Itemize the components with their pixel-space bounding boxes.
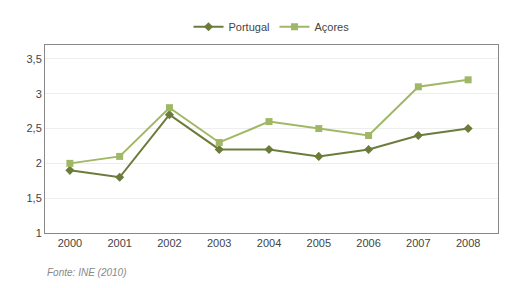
svg-text:2007: 2007 <box>406 237 430 249</box>
svg-text:2,5: 2,5 <box>27 122 42 134</box>
svg-text:Portugal: Portugal <box>229 21 270 33</box>
svg-text:Fonte: INE (2010): Fonte: INE (2010) <box>47 267 126 278</box>
svg-text:2001: 2001 <box>107 237 131 249</box>
svg-text:2008: 2008 <box>456 237 480 249</box>
svg-text:Açores: Açores <box>314 21 349 33</box>
svg-text:2004: 2004 <box>257 237 281 249</box>
svg-text:2: 2 <box>36 157 42 169</box>
svg-text:3,5: 3,5 <box>27 53 42 65</box>
svg-text:3: 3 <box>36 88 42 100</box>
svg-text:1,5: 1,5 <box>27 192 42 204</box>
svg-text:1: 1 <box>36 227 42 239</box>
svg-text:2006: 2006 <box>356 237 380 249</box>
svg-text:2005: 2005 <box>307 237 331 249</box>
svg-text:2003: 2003 <box>207 237 231 249</box>
svg-text:2002: 2002 <box>157 237 181 249</box>
svg-text:2000: 2000 <box>58 237 82 249</box>
